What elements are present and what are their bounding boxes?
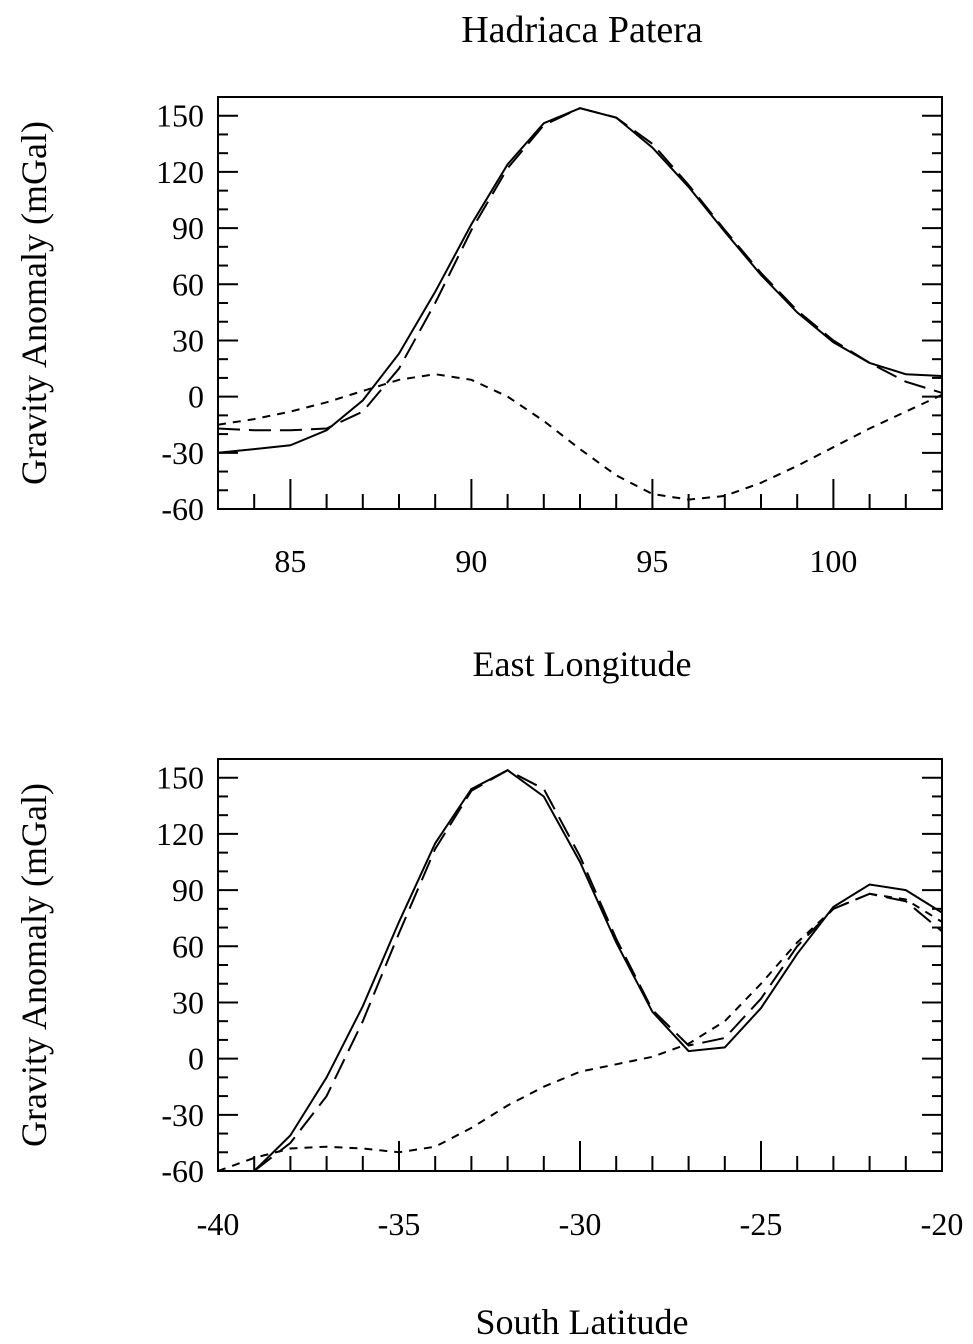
x-axis-label: East Longitude <box>473 644 692 684</box>
series-short-dash <box>217 892 943 1172</box>
x-tick-label: -40 <box>197 1206 240 1242</box>
x-tick-label: -35 <box>378 1206 421 1242</box>
chart-latitude: -60 -30 0 30 60 90 120 150 -40 -35 -30 -25 -20 Sout… <box>14 758 964 1342</box>
y-tick-label: 60 <box>172 266 204 302</box>
x-tick-labels: 85 90 95 100 <box>274 543 857 579</box>
figure-title: Hadriaca Patera <box>461 9 703 51</box>
x-tick-label: -20 <box>921 1206 964 1242</box>
y-tick-label: 0 <box>188 1041 204 1077</box>
y-axis-label: Gravity Anomaly (mGal) <box>14 121 54 485</box>
x-tick-label: -25 <box>740 1206 783 1242</box>
series-long-dash <box>253 769 943 1172</box>
x-tick-label: 95 <box>636 543 668 579</box>
y-tick-label: 60 <box>172 928 204 964</box>
x-tick-label: 85 <box>274 543 306 579</box>
y-tick-label: -60 <box>161 491 204 527</box>
series-layer <box>217 107 943 501</box>
y-tick-label: 30 <box>172 322 204 358</box>
plot-frame <box>217 758 943 1172</box>
series-solid <box>217 107 943 454</box>
x-tick-label: 100 <box>809 543 857 579</box>
x-tick-labels: -40 -35 -30 -25 -20 <box>197 1206 964 1242</box>
tick-marks <box>217 96 943 510</box>
tick-marks <box>217 758 943 1172</box>
y-tick-label: 120 <box>156 816 204 852</box>
y-tick-labels: -60 -30 0 30 60 90 120 150 <box>156 98 204 527</box>
y-tick-label: -60 <box>161 1153 204 1189</box>
y-tick-label: 0 <box>188 379 204 415</box>
series-short-dash <box>217 373 943 501</box>
y-tick-label: 30 <box>172 984 204 1020</box>
series-solid <box>253 769 943 1172</box>
y-tick-label: 90 <box>172 872 204 908</box>
x-tick-label: 90 <box>455 543 487 579</box>
y-tick-label: 150 <box>156 98 204 134</box>
series-layer <box>217 769 943 1172</box>
y-axis-label: Gravity Anomaly (mGal) <box>14 783 54 1147</box>
x-axis-label: South Latitude <box>476 1302 689 1342</box>
y-tick-label: -30 <box>161 1097 204 1133</box>
y-tick-labels: -60 -30 0 30 60 90 120 150 <box>156 760 204 1189</box>
y-tick-label: 150 <box>156 760 204 796</box>
y-tick-label: 120 <box>156 154 204 190</box>
y-tick-label: -30 <box>161 435 204 471</box>
chart-longitude: -60 -30 0 30 60 90 120 150 85 90 95 100 East Longi… <box>14 96 943 684</box>
series-long-dash <box>217 107 943 432</box>
x-tick-label: -30 <box>559 1206 602 1242</box>
y-tick-label: 90 <box>172 210 204 246</box>
